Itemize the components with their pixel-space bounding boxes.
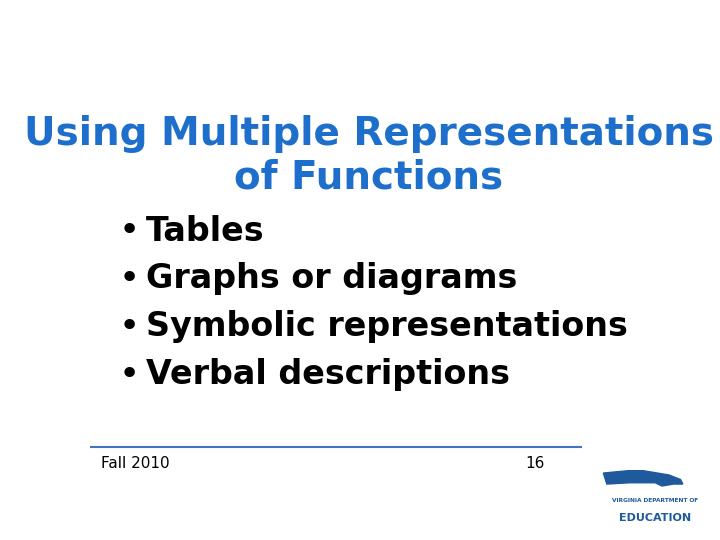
Text: Fall 2010: Fall 2010: [101, 456, 170, 471]
Text: •: •: [118, 357, 140, 392]
Text: 16: 16: [526, 456, 545, 471]
Text: EDUCATION: EDUCATION: [619, 514, 691, 523]
Text: •: •: [118, 214, 140, 248]
Text: VIRGINIA DEPARTMENT OF: VIRGINIA DEPARTMENT OF: [612, 498, 698, 503]
Text: Symbolic representations: Symbolic representations: [145, 310, 628, 343]
Text: •: •: [118, 310, 140, 344]
Text: Tables: Tables: [145, 214, 264, 248]
Text: Verbal descriptions: Verbal descriptions: [145, 358, 510, 391]
Polygon shape: [603, 470, 683, 486]
Text: Using Multiple Representations
of Functions: Using Multiple Representations of Functi…: [24, 114, 714, 197]
Text: •: •: [118, 262, 140, 296]
Text: Graphs or diagrams: Graphs or diagrams: [145, 262, 517, 295]
